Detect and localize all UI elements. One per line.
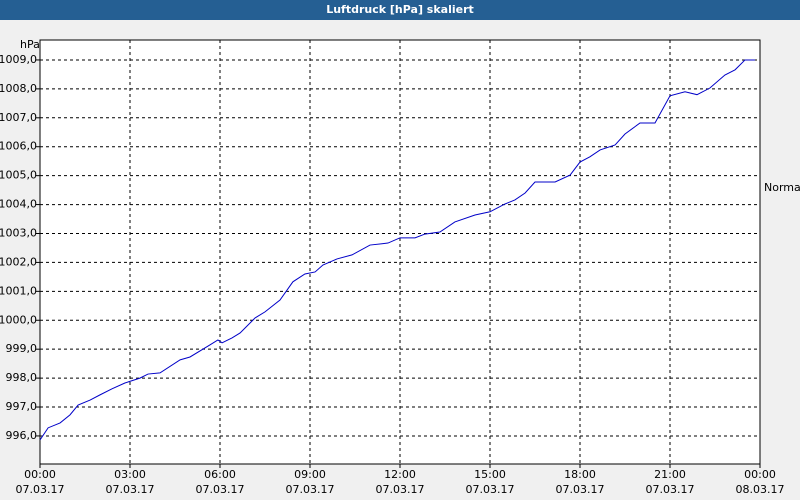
x-tick-label: 18:00 bbox=[564, 468, 596, 481]
x-tick-label: 00:00 bbox=[24, 468, 56, 481]
y-tick-label: 996,0 bbox=[6, 429, 38, 442]
y-tick-label: 1005,0 bbox=[0, 169, 37, 182]
x-tick-label: 03:00 bbox=[114, 468, 146, 481]
x-tick-date: 07.03.17 bbox=[196, 483, 245, 496]
y-tick-label: 997,0 bbox=[6, 400, 38, 413]
y-axis-label: hPa bbox=[20, 38, 40, 51]
y-tick-label: 1001,0 bbox=[0, 284, 37, 297]
x-tick-date: 07.03.17 bbox=[106, 483, 155, 496]
title-bar: Luftdruck [hPa] skaliert bbox=[0, 0, 800, 20]
y-tick-label: 1009,0 bbox=[0, 53, 37, 66]
y-tick-label: 1008,0 bbox=[0, 82, 37, 95]
line bbox=[39, 59, 755, 441]
x-tick-label: 06:00 bbox=[204, 468, 236, 481]
y-tick-label: 1003,0 bbox=[0, 226, 37, 239]
y-tick-label: 1002,0 bbox=[0, 255, 37, 268]
x-tick-date: 07.03.17 bbox=[556, 483, 605, 496]
x-tick-label: 00:00 bbox=[744, 468, 776, 481]
y-tick-label: 1007,0 bbox=[0, 111, 37, 124]
y-tick-label: 1000,0 bbox=[0, 313, 37, 326]
x-tick-date: 07.03.17 bbox=[466, 483, 515, 496]
x-tick-label: 21:00 bbox=[654, 468, 686, 481]
y-tick-label: 999,0 bbox=[6, 342, 38, 355]
legend-label: Normal bbox=[764, 181, 800, 194]
x-tick-date: 07.03.17 bbox=[16, 483, 65, 496]
x-tick-date: 07.03.17 bbox=[286, 483, 335, 496]
x-tick-date: 07.03.17 bbox=[646, 483, 695, 496]
y-tick-label: 1006,0 bbox=[0, 140, 37, 153]
x-tick-date: 07.03.17 bbox=[376, 483, 425, 496]
x-tick-label: 15:00 bbox=[474, 468, 506, 481]
chart: hPa 996,0 997,0 998,0 999,0 1000,0 1001,0 1002… bbox=[0, 38, 800, 496]
y-tick-label: 1004,0 bbox=[0, 198, 37, 211]
x-tick-label: 12:00 bbox=[384, 468, 416, 481]
y-tick-label: 998,0 bbox=[6, 371, 38, 384]
x-tick-date: 08.03.17 bbox=[736, 483, 785, 496]
x-tick-label: 09:00 bbox=[294, 468, 326, 481]
